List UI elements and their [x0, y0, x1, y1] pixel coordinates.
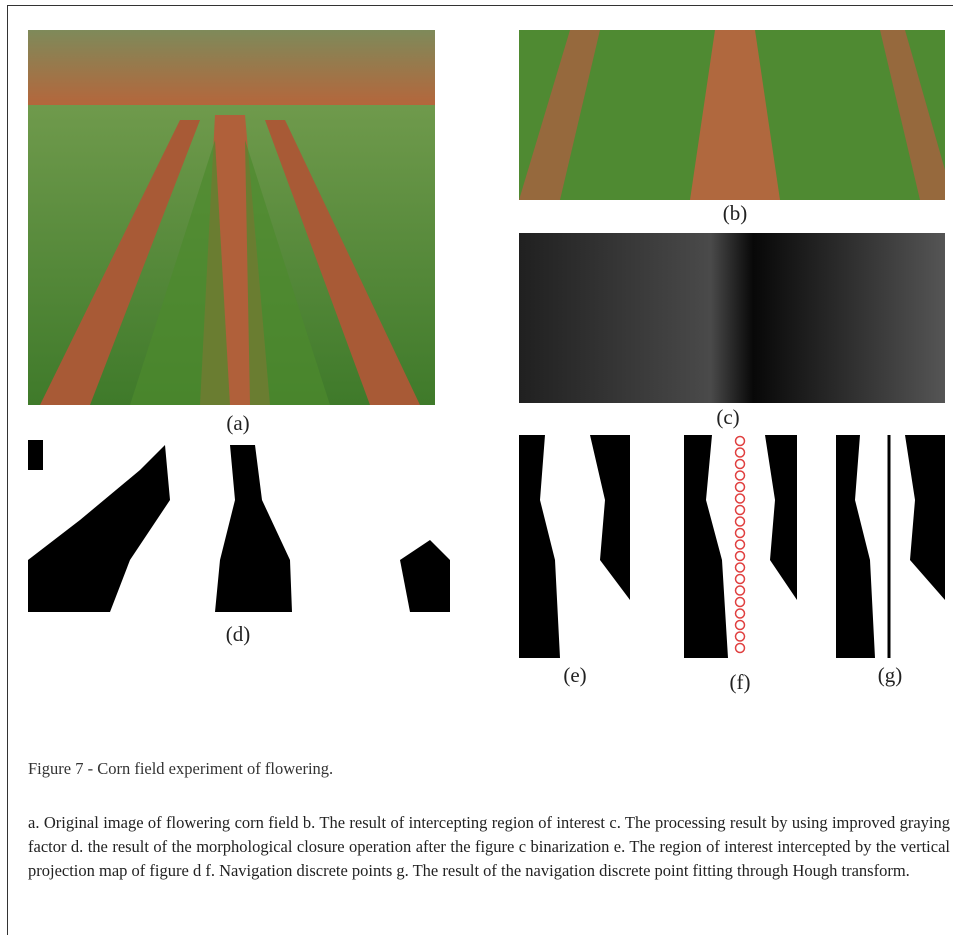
binary-g: [836, 435, 945, 658]
description: a. Original image of flowering corn fiel…: [28, 811, 950, 883]
panel-label: (e): [563, 663, 586, 687]
binary-d: [28, 440, 450, 612]
binary-f: [684, 435, 797, 658]
panel-label: (g): [878, 663, 903, 687]
binary-e: [519, 435, 630, 658]
panel-label: (b): [723, 201, 748, 225]
gray-image: [519, 233, 945, 403]
page: (a) (b) (c) (d) (e) (f) (g) Figure 7 - C…: [0, 0, 955, 929]
photo-b: [519, 30, 945, 200]
photo-a: [28, 30, 435, 405]
caption: Figure 7 - Corn field experiment of flow…: [28, 759, 333, 779]
panel-label: (c): [716, 405, 739, 429]
panel-label: (f): [730, 670, 751, 694]
figure: (a) (b) (c) (d) (e) (f) (g): [0, 0, 955, 720]
panel-label: (d): [226, 622, 251, 646]
panel-label: (a): [226, 411, 249, 435]
